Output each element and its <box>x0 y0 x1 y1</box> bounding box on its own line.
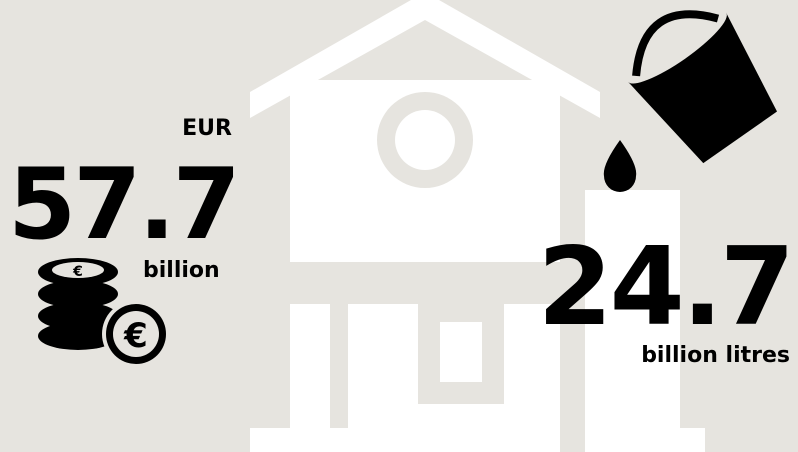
litres-unit: billion litres <box>641 343 790 368</box>
coins-icon: € € <box>38 258 170 368</box>
amount-unit: billion <box>143 258 220 283</box>
amount-litres: 24.7 <box>538 225 792 350</box>
svg-text:€: € <box>72 264 83 280</box>
bucket-icon <box>603 10 778 192</box>
house-details <box>290 92 585 452</box>
currency-label: EUR <box>182 116 232 141</box>
svg-text:€: € <box>123 316 148 356</box>
amount-eur: 57.7 <box>8 148 238 262</box>
